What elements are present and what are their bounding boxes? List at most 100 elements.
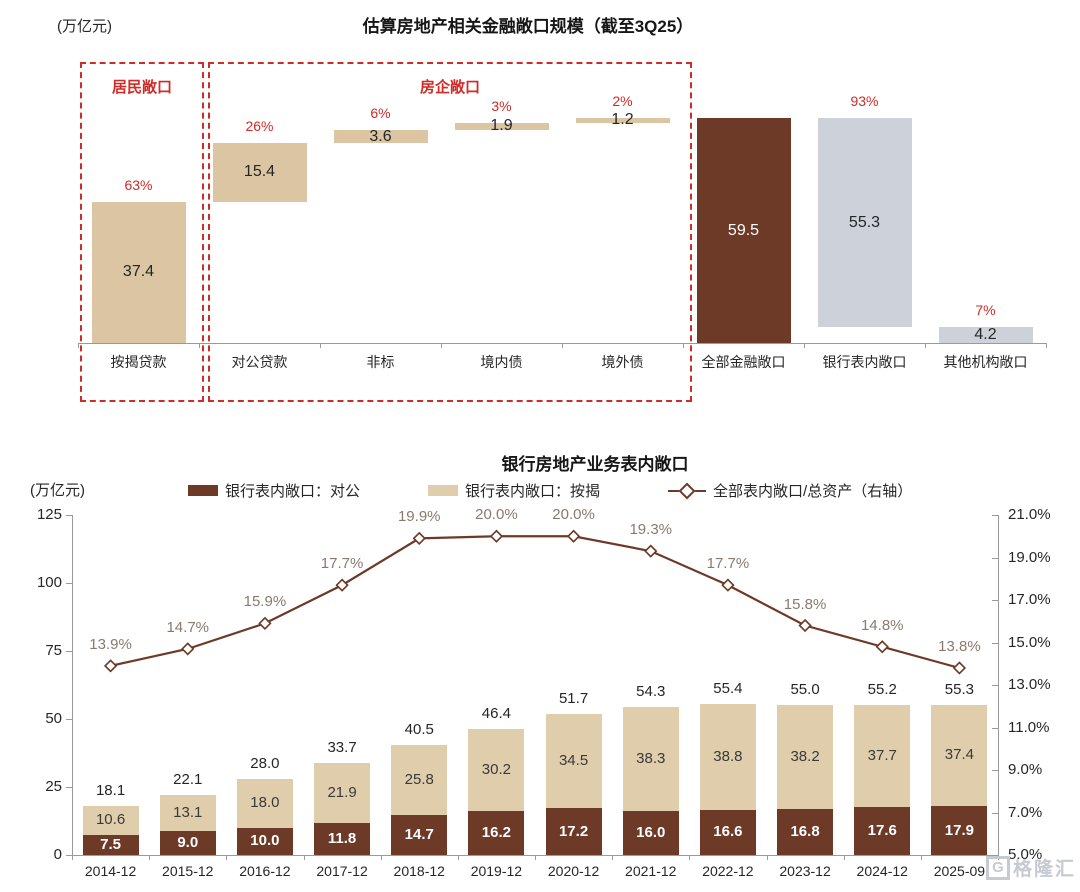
bar-value-label: 1.2 xyxy=(611,111,634,129)
mortgage-value-label: 13.1 xyxy=(173,803,203,821)
right-axis-label: 15.0% xyxy=(1008,633,1051,651)
legend-item-ratio: 全部表内敞口/总资产（右轴） xyxy=(668,480,912,501)
ratio-value-label: 13.9% xyxy=(89,635,132,653)
top-x-tick xyxy=(925,343,926,348)
bar-percent-label: 6% xyxy=(370,104,391,121)
left-axis-label: 25 xyxy=(45,778,62,795)
bottom-x-tick xyxy=(226,855,228,860)
bottom-x-tick xyxy=(457,855,459,860)
mortgage-value-label: 38.8 xyxy=(713,748,743,766)
total-value-label: 22.1 xyxy=(173,770,203,788)
bar-value-label: 37.4 xyxy=(122,263,155,281)
right-axis-tick xyxy=(992,770,998,771)
right-axis-label: 9.0% xyxy=(1008,761,1043,778)
bottom-x-tick xyxy=(380,855,382,860)
ratio-value-label: 14.8% xyxy=(860,616,904,634)
diamond-marker-icon xyxy=(721,578,735,592)
watermark-gelonghui: G 格隆汇 xyxy=(986,854,1076,881)
total-value-label: 55.4 xyxy=(713,680,743,698)
bottom-chart-unit-label: (万亿元) xyxy=(30,482,85,499)
legend-label-corporate: 银行表内敞口：对公 xyxy=(225,483,361,500)
corporate-value-label: 14.7 xyxy=(404,826,434,843)
bar-percent-label: 26% xyxy=(245,118,274,135)
left-axis-tick xyxy=(66,719,72,720)
bar-非标 xyxy=(333,129,428,144)
bar-percent-label: 7% xyxy=(975,302,996,319)
top-x-tick xyxy=(441,343,442,348)
bottom-x-category-label: 2025-09 xyxy=(933,863,986,879)
bar-value-label: 55.3 xyxy=(848,213,881,231)
top-x-category-label: 其他机构敞口 xyxy=(943,354,1028,370)
total-value-label: 46.4 xyxy=(481,704,511,722)
right-axis-label: 19.0% xyxy=(1008,548,1051,566)
diamond-marker-icon xyxy=(875,640,889,654)
left-axis xyxy=(72,515,73,855)
bar-percent-label: 2% xyxy=(612,93,633,109)
diamond-marker-icon xyxy=(258,616,272,631)
bar-境内债 xyxy=(454,122,549,130)
corporate-value-label: 17.9 xyxy=(944,821,974,839)
bar-mortgage xyxy=(931,704,988,807)
diamond-marker-icon xyxy=(335,578,349,592)
ratio-value-label: 15.9% xyxy=(243,593,287,611)
bar-corporate xyxy=(854,807,911,855)
bar-mortgage xyxy=(159,794,216,831)
right-axis-label: 13.0% xyxy=(1008,676,1051,693)
diamond-marker-icon xyxy=(644,544,658,558)
corporate-value-label: 16.6 xyxy=(713,823,743,841)
diamond-marker-icon xyxy=(489,529,504,543)
legend-swatch-tan xyxy=(428,485,459,496)
ratio-value-label: 19.9% xyxy=(397,508,441,526)
left-axis-tick xyxy=(66,583,72,584)
diamond-marker-icon xyxy=(103,659,118,673)
bottom-x-tick xyxy=(843,855,845,860)
total-value-label: 54.3 xyxy=(636,683,666,701)
bar-对公贷款 xyxy=(212,143,307,202)
top-x-category-label: 对公贷款 xyxy=(231,354,288,370)
top-x-tick xyxy=(683,343,684,348)
legend-label-mortgage: 银行表内敞口：按揭 xyxy=(465,483,601,500)
bar-corporate xyxy=(314,822,371,855)
bottom-chart-legend: 银行表内敞口：对公 银行表内敞口：按揭 全部表内敞口/总资产（右轴） xyxy=(188,480,912,501)
right-axis-tick xyxy=(992,557,998,559)
bar-corporate xyxy=(777,809,834,855)
ratio-value-label: 14.7% xyxy=(166,618,210,636)
bar-value-label: 59.5 xyxy=(727,221,760,239)
right-axis xyxy=(998,515,999,855)
total-value-label: 18.1 xyxy=(95,781,126,799)
left-axis-label: 125 xyxy=(36,506,62,523)
total-value-label: 28.0 xyxy=(250,754,280,772)
left-axis-label: 0 xyxy=(53,846,62,863)
top-x-category-label: 非标 xyxy=(366,354,395,370)
total-value-label: 55.0 xyxy=(790,681,820,699)
group-box-2: 房企敞口 xyxy=(208,62,692,402)
bar-mortgage xyxy=(236,778,293,828)
corporate-value-label: 11.8 xyxy=(327,829,357,847)
top-chart-unit-label: (万亿元) xyxy=(57,18,112,35)
ratio-value-label: 20.0% xyxy=(552,506,595,524)
bar-全部金融敞口 xyxy=(696,118,791,343)
left-axis-tick xyxy=(66,855,72,856)
corporate-value-label: 17.2 xyxy=(558,822,589,840)
right-axis-label: 17.0% xyxy=(1008,591,1051,608)
mortgage-value-label: 30.2 xyxy=(481,760,511,778)
mortgage-value-label: 18.0 xyxy=(250,794,280,812)
legend-item-corporate: 银行表内敞口：对公 xyxy=(188,480,360,501)
bottom-x-tick xyxy=(72,855,73,860)
group-box-1: 居民敞口 xyxy=(80,62,204,402)
corporate-value-label: 16.0 xyxy=(636,824,666,842)
bar-value-label: 1.9 xyxy=(490,117,513,135)
bar-corporate xyxy=(468,810,525,855)
diamond-marker-icon xyxy=(952,661,967,675)
diamond-marker-icon xyxy=(798,618,812,633)
left-axis-tick xyxy=(66,515,72,516)
mortgage-value-label: 37.7 xyxy=(867,746,897,764)
bar-percent-label: 93% xyxy=(850,93,879,109)
top-chart-plot: 居民敞口 房企敞口 37.4 63% 按揭贷款 15.4 26% 对公贷款 3.6 6% 非标 1.9… xyxy=(0,0,1080,430)
bar-value-label: 15.4 xyxy=(243,163,276,181)
bar-corporate xyxy=(159,830,216,855)
mortgage-value-label: 21.9 xyxy=(327,784,357,802)
legend-label-ratio: 全部表内敞口/总资产（右轴） xyxy=(713,483,913,500)
bar-corporate xyxy=(699,809,756,855)
